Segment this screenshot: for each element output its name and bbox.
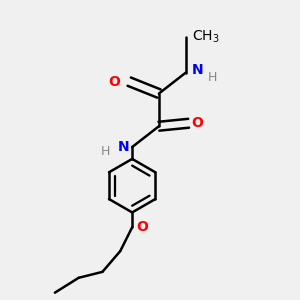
- Text: O: O: [108, 75, 120, 88]
- Text: O: O: [192, 116, 203, 130]
- Text: H: H: [208, 71, 217, 84]
- Text: CH$_3$: CH$_3$: [192, 29, 219, 45]
- Text: N: N: [192, 63, 203, 77]
- Text: H: H: [100, 145, 110, 158]
- Text: O: O: [136, 220, 148, 234]
- Text: N: N: [118, 140, 129, 154]
